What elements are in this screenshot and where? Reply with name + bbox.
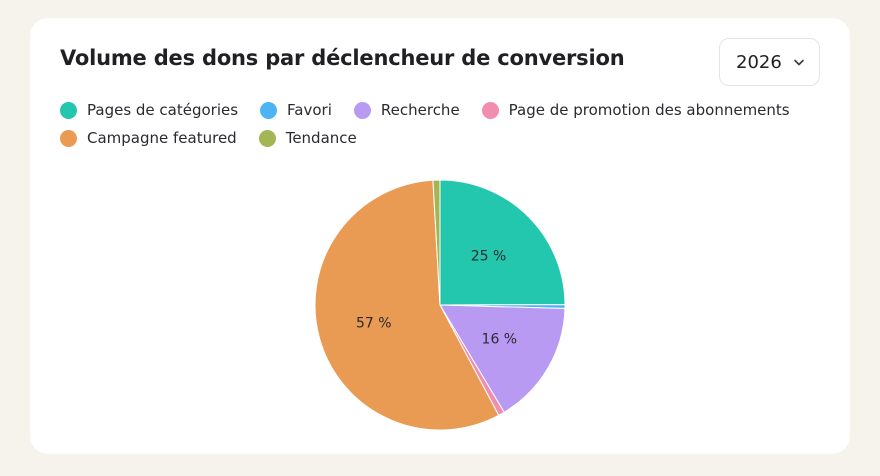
legend-swatch (353, 101, 371, 119)
legend-item[interactable]: Page de promotion des abonnements (481, 101, 790, 119)
legend-swatch (60, 101, 77, 119)
chart-legend: Pages de catégories Favori Recherche Page d… (60, 96, 830, 152)
legend-item[interactable]: Pages de catégories (60, 101, 238, 119)
legend-label: Tendance (285, 129, 357, 147)
pie-slice[interactable] (432, 179, 441, 306)
slice-label: 16 % (482, 332, 518, 348)
pie-slice[interactable] (439, 179, 566, 306)
legend-item[interactable]: Recherche (353, 101, 460, 119)
legend-label: Pages de catégories (87, 101, 239, 119)
legend-item[interactable]: Campagne featured (60, 129, 237, 147)
pie-slice[interactable] (439, 304, 566, 413)
legend-swatch (260, 101, 278, 119)
legend-row: Campagne featured Tendance (60, 124, 830, 152)
pie-slice[interactable] (314, 179, 500, 431)
legend-label: Recherche (380, 101, 460, 119)
chevron-down-icon (792, 55, 806, 69)
year-select[interactable]: 2026 (719, 38, 820, 86)
legend-label: Favori (287, 101, 332, 119)
pie-chart: 25 % 16 % 57 % (314, 179, 566, 431)
legend-label: Campagne featured (87, 129, 237, 147)
chart-card: Volume des dons par déclencheur de conve… (30, 18, 850, 454)
slice-label: 25 % (471, 248, 507, 264)
legend-swatch (481, 101, 499, 119)
legend-item[interactable]: Favori (260, 101, 332, 119)
legend-swatch (258, 129, 276, 147)
slice-label: 57 % (356, 316, 392, 332)
chart-title: Volume des dons par déclencheur de conve… (60, 46, 625, 70)
legend-row: Pages de catégories Favori Recherche Page d… (60, 96, 830, 124)
legend-label: Page de promotion des abonnements (508, 101, 790, 119)
legend-swatch (60, 129, 77, 147)
legend-item[interactable]: Tendance (258, 129, 357, 147)
year-select-value: 2026 (736, 51, 782, 73)
